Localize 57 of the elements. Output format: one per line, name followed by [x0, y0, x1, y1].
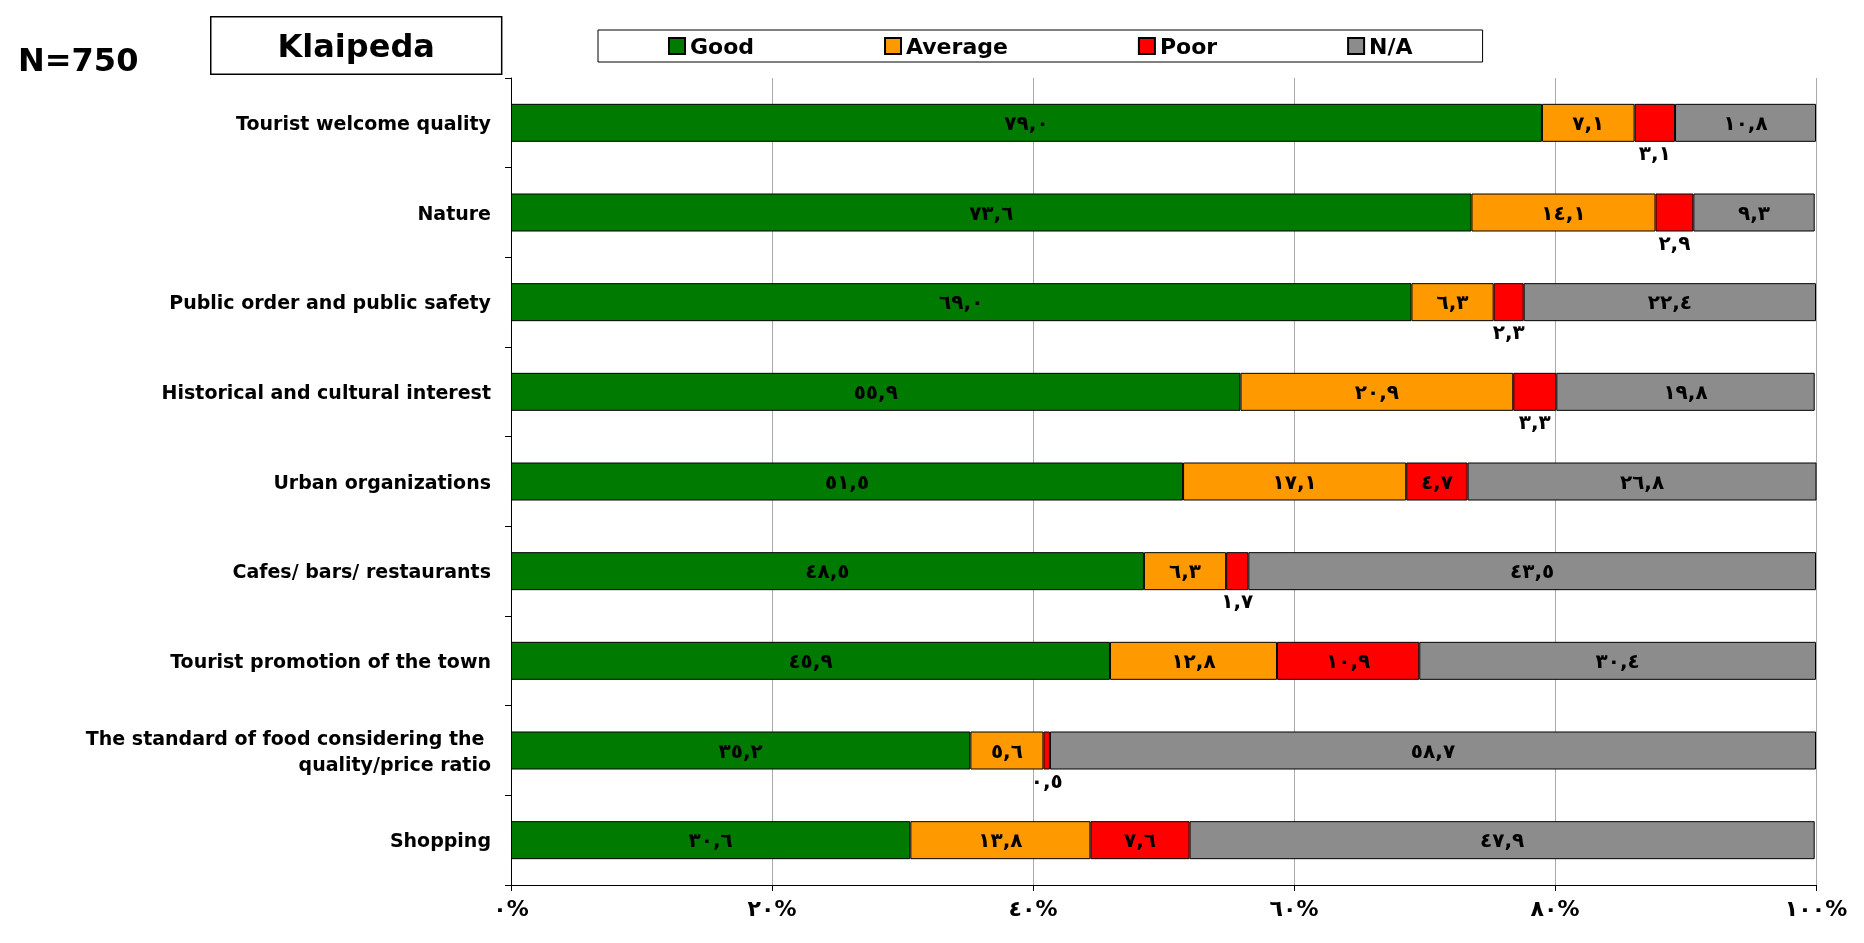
data-label: ٧٣,٦: [969, 200, 1014, 225]
text: N=750: [18, 41, 139, 79]
x-tick-label: ٦٠%: [1269, 895, 1319, 921]
y-tick-label: Tourist promotion of the town: [170, 649, 491, 672]
data-label: ٥٥,٩: [853, 379, 898, 404]
data-label: ١٣,٨: [978, 828, 1023, 853]
data-label: ١٠,٨: [1723, 110, 1768, 135]
x-tick-label: ٠%: [493, 895, 529, 921]
data-label: ٥١,٥: [824, 469, 870, 494]
y-tick-label: Shopping: [389, 829, 491, 852]
data-label: ٦,٣: [1436, 290, 1469, 315]
data-label: ٢٦,٨: [1619, 469, 1665, 494]
y-tick-label: Nature: [417, 201, 491, 224]
data-label: ٤٧,٩: [1480, 828, 1525, 853]
y-tick-label: Tourist welcome quality: [236, 111, 492, 134]
x-tick-label: ١٠٠%: [1784, 895, 1848, 921]
data-label: ١٢,٨: [1171, 648, 1216, 673]
y-tick-label: Cafes/ bars/ restaurants: [232, 560, 491, 583]
data-label: ٣,٣: [1518, 409, 1551, 434]
data-label: ٣٠,٦: [688, 828, 733, 853]
data-label: ٠,٥: [1030, 768, 1063, 793]
data-label: ٢,٩: [1658, 230, 1691, 255]
text: Klaipeda: [277, 26, 435, 65]
data-label: ٣,١: [1638, 140, 1671, 165]
data-label: ٢٢,٤: [1647, 290, 1692, 315]
data-label: ١٧,١: [1272, 469, 1317, 494]
x-tick-label: ٤٠%: [1008, 895, 1058, 921]
data-label: ٣٥,٢: [718, 738, 763, 763]
y-tick-label: The standard of food considering the quality/price ratio: [85, 726, 491, 775]
y-tick-label: Public order and public safety: [169, 291, 492, 314]
data-label: ٤,٧: [1420, 469, 1453, 494]
data-label: ٤٣,٥: [1510, 559, 1555, 584]
legend-label: N/A: [1369, 33, 1413, 59]
data-label: ١٩,٨: [1663, 379, 1708, 404]
data-label: ٧,١: [1572, 110, 1605, 135]
x-tick-label: ٨٠%: [1530, 895, 1580, 921]
y-tick-label: Historical and cultural interest: [161, 380, 491, 403]
data-label: ٧,٦: [1124, 828, 1157, 853]
data-label: ٢٠,٩: [1354, 379, 1399, 404]
data-label: ٢,٣: [1492, 320, 1525, 345]
data-label: ١,٧: [1221, 589, 1254, 614]
data-label: ٥,٦: [990, 738, 1023, 763]
legend-label: Poor: [1159, 33, 1218, 59]
data-label: ٥٨,٧: [1410, 738, 1456, 763]
data-label: ٦,٣: [1169, 559, 1202, 584]
data-label: ٩,٣: [1738, 200, 1771, 225]
data-label: ١٠,٩: [1326, 648, 1371, 673]
data-label: ٣٠,٤: [1595, 648, 1640, 673]
data-label: ٧٩,٠: [1004, 110, 1049, 135]
data-label: ٤٥,٩: [788, 648, 833, 673]
data-label: ١٤,١: [1541, 200, 1586, 225]
data-label: ٦٩,٠: [939, 290, 984, 315]
legend-label: Average: [906, 33, 1008, 59]
x-tick-label: ٢٠%: [747, 895, 797, 921]
y-tick-label: Urban organizations: [273, 470, 491, 493]
legend-label: Good: [690, 33, 755, 59]
data-label: ٤٨,٥: [805, 559, 850, 584]
